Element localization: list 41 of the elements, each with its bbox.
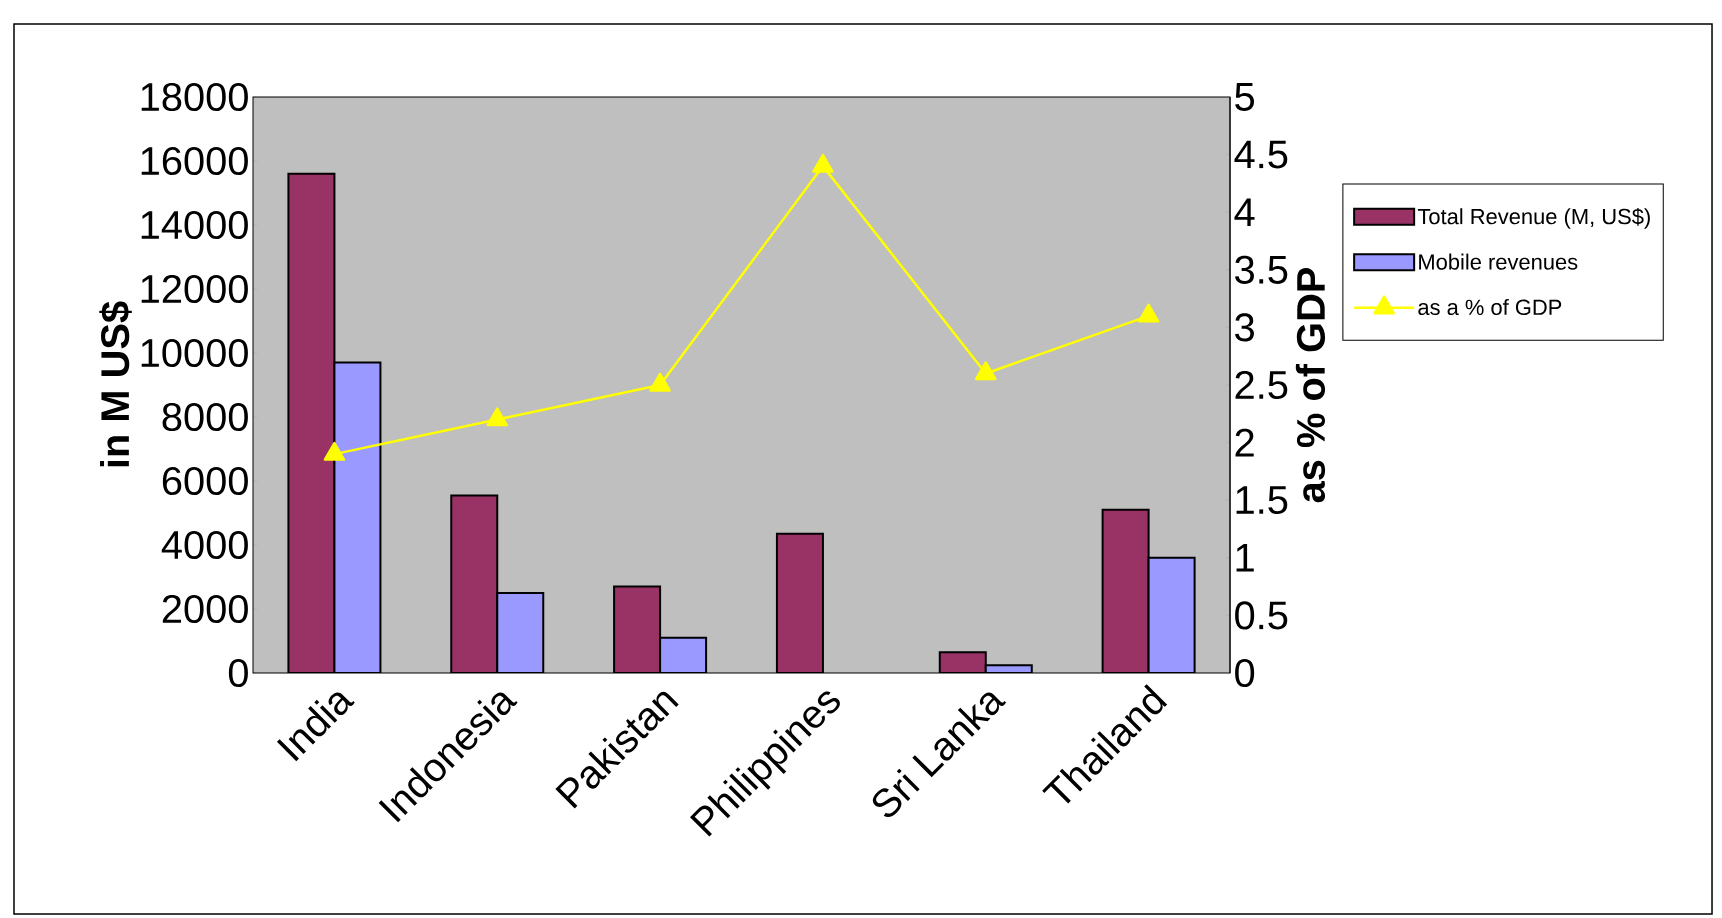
y-tick-label: 2000 (162, 594, 248, 624)
y-tick-label: 8000 (162, 402, 248, 432)
y-tick-label: 12000 (141, 274, 248, 304)
point (1137, 303, 1160, 323)
y2-tick-label: 0 (1235, 658, 1255, 688)
bar (1101, 508, 1150, 673)
legend-label: Total Revenue (M, US$) (1417, 207, 1650, 229)
bar (287, 172, 336, 673)
y2-tick-label: 1.5 (1236, 486, 1288, 515)
y2-tick-label: 2 (1235, 428, 1254, 457)
y2-tick-label: 5 (1235, 83, 1255, 111)
point (323, 441, 346, 461)
bar (659, 636, 708, 673)
bar (333, 361, 382, 673)
bar (613, 585, 662, 673)
y-tick-label: 10000 (141, 338, 248, 368)
y-tick-label: 0 (228, 658, 248, 688)
y-tick-label: 14000 (141, 210, 248, 240)
legend-label: Mobile revenues (1419, 253, 1578, 270)
y2-tick-label: 4.5 (1234, 140, 1288, 169)
y2-tick-label: 0.5 (1235, 601, 1288, 630)
y-axis-title: in M US$ (99, 301, 132, 467)
bar (496, 591, 545, 673)
y-tick-label: 4000 (161, 530, 248, 560)
y-tick-label: 6000 (162, 466, 248, 496)
y-tick-label: 18000 (141, 82, 248, 112)
y-tick-label: 16000 (141, 146, 248, 176)
point (812, 153, 834, 173)
y2-tick-label: 3.5 (1235, 255, 1288, 284)
point (486, 407, 509, 427)
bar (1147, 556, 1196, 673)
bar (450, 494, 499, 673)
point (975, 361, 997, 381)
point (649, 372, 671, 392)
y2-axis-title: as % of GDP (1295, 267, 1326, 503)
y2-tick-label: 3 (1235, 313, 1254, 342)
y2-tick-label: 4 (1234, 198, 1255, 226)
legend-label: as a % of GDP (1418, 298, 1562, 316)
y2-tick-label: 2.5 (1235, 370, 1288, 400)
y2-tick-label: 1 (1236, 544, 1254, 572)
bar (775, 532, 824, 673)
